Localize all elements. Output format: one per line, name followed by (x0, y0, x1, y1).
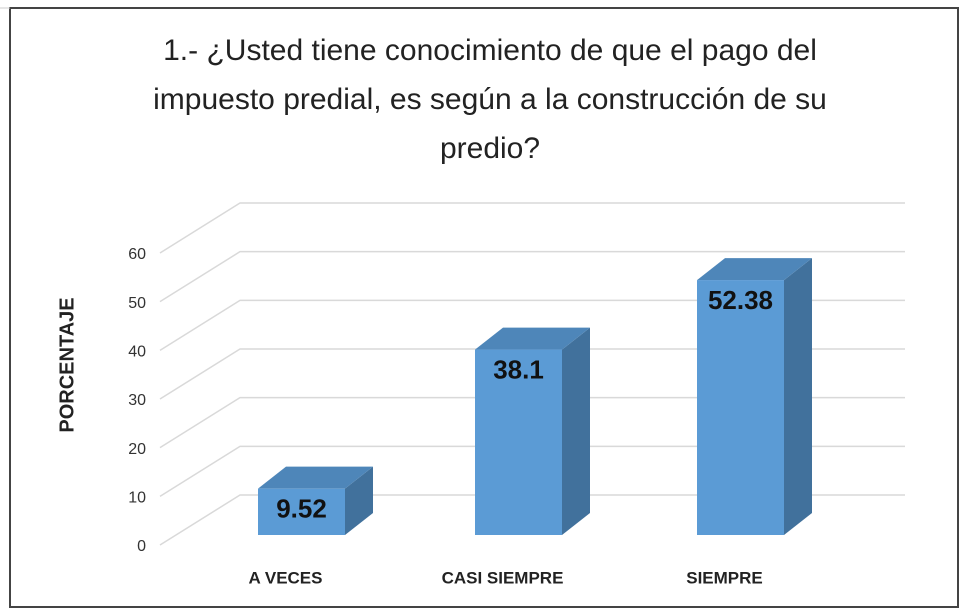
x-tick-label: SIEMPRE (686, 568, 763, 587)
grid-line (159, 348, 905, 400)
bar-top (258, 466, 373, 489)
chart-frame (9, 7, 959, 608)
grid-line (159, 494, 905, 546)
y-tick-label: 0 (137, 538, 146, 555)
grid-line (159, 250, 905, 303)
bar (697, 280, 784, 535)
y-tick-label: 30 (128, 392, 146, 409)
chart-title: 1.- ¿Usted tiene conocimiento de que el … (153, 34, 827, 165)
data-label: 9.52 (276, 494, 327, 524)
bar-side (562, 327, 590, 535)
data-label: 52.38 (708, 285, 773, 315)
grid-line (159, 396, 905, 449)
y-axis-label: PORCENTAJE (56, 297, 78, 432)
y-tick-label: 50 (128, 295, 146, 312)
data-label: 38.1 (493, 354, 544, 384)
y-tick-label: 60 (128, 246, 146, 263)
x-tick-label: CASI SIEMPRE (442, 568, 564, 587)
grid-line (159, 299, 905, 351)
bar-top (475, 327, 590, 350)
bar-side (784, 258, 812, 535)
y-tick-label: 20 (128, 441, 146, 458)
bar-top (697, 258, 812, 281)
bar (258, 488, 345, 535)
y-tick-label: 40 (128, 344, 146, 361)
bar (475, 349, 562, 535)
grid-line (159, 445, 905, 497)
y-tick-label: 10 (128, 490, 146, 507)
x-tick-label: A VECES (248, 568, 322, 587)
bar-side (345, 466, 373, 535)
grid-line (159, 202, 905, 254)
